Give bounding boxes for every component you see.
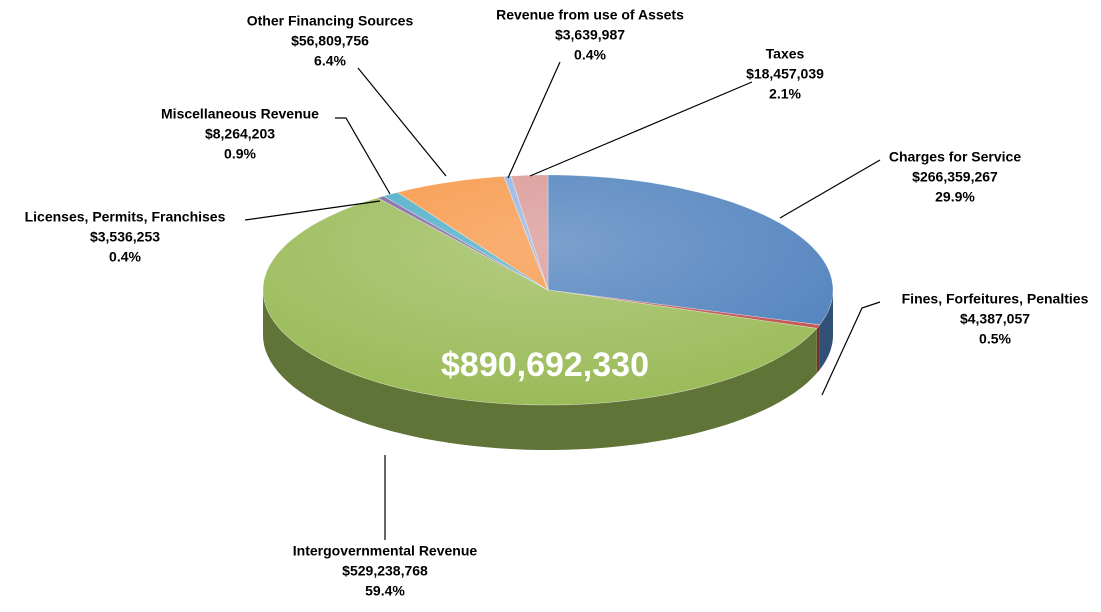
leader-line xyxy=(821,301,881,396)
slice-label: Fines, Forfeitures, Penalties xyxy=(902,291,1089,307)
percent-label: 59.4% xyxy=(365,583,405,599)
value-label: $8,264,203 xyxy=(205,126,275,142)
value-label: $56,809,756 xyxy=(291,33,369,49)
percent-label: 2.1% xyxy=(769,86,801,102)
leader-line xyxy=(335,117,391,195)
percent-label: 0.4% xyxy=(574,47,606,63)
slice-label: Intergovernmental Revenue xyxy=(293,543,478,559)
leader-line xyxy=(507,61,561,179)
slice-label: Miscellaneous Revenue xyxy=(161,106,319,122)
slice-label: Charges for Service xyxy=(889,149,1021,165)
slice-label: Licenses, Permits, Franchises xyxy=(25,209,226,225)
leader-line xyxy=(529,81,753,177)
slice-side xyxy=(263,290,817,450)
slice-label: Taxes xyxy=(766,46,805,62)
slice-label: Other Financing Sources xyxy=(247,13,414,29)
center-total: $890,692,330 xyxy=(441,346,649,384)
percent-label: 0.9% xyxy=(224,146,256,162)
value-label: $529,238,768 xyxy=(342,563,428,579)
percent-label: 0.4% xyxy=(109,249,141,265)
percent-label: 29.9% xyxy=(935,189,975,205)
percent-label: 0.5% xyxy=(979,331,1011,347)
value-label: $4,387,057 xyxy=(960,311,1030,327)
value-label: $266,359,267 xyxy=(912,169,998,185)
slice-label: Revenue from use of Assets xyxy=(496,7,684,23)
leader-line xyxy=(779,159,881,219)
value-label: $3,639,987 xyxy=(555,27,625,43)
value-label: $18,457,039 xyxy=(746,66,824,82)
leader-line xyxy=(357,67,447,177)
slice-side xyxy=(816,324,820,374)
leader-line xyxy=(244,200,381,221)
value-label: $3,536,253 xyxy=(90,229,160,245)
percent-label: 6.4% xyxy=(314,53,346,69)
